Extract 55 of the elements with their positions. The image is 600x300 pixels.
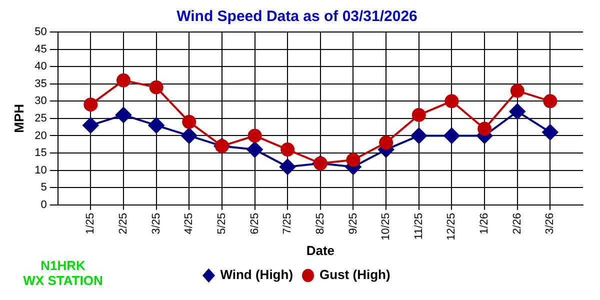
- point: [410, 128, 427, 144]
- point: [148, 117, 164, 134]
- y-tick-label: 30: [34, 95, 47, 108]
- point: [246, 142, 263, 158]
- point: [444, 128, 460, 144]
- y-tick-label: 0: [40, 198, 47, 211]
- x-tick-label: 2/26: [511, 212, 524, 234]
- y-tick-label: 45: [34, 43, 47, 56]
- x-tick-label: 12/25: [446, 212, 458, 240]
- x-tick-label: 3/25: [150, 212, 162, 234]
- text: N1HRK WX STATION: [22, 258, 104, 288]
- point: [542, 124, 558, 140]
- y-tick-label: 10: [34, 164, 47, 176]
- y-tick-label: 35: [34, 78, 47, 90]
- x-tick-label: 10/25: [380, 212, 392, 240]
- y-axis-title: MPH: [11, 104, 26, 133]
- x-axis-title: Date: [306, 242, 335, 258]
- y-tick-label: 50: [34, 26, 47, 38]
- y-tick-label: 40: [34, 60, 47, 73]
- x-tick-label: 5/25: [216, 212, 228, 234]
- point: [82, 117, 99, 134]
- point: [346, 152, 360, 167]
- legend-label: Gust (High): [320, 267, 390, 282]
- x-tick-label: 2/25: [118, 212, 130, 234]
- x-tick-label: 4/25: [183, 212, 196, 234]
- y-tick-label: 15: [34, 147, 47, 160]
- x-tick-label: 11/25: [412, 212, 425, 240]
- y-tick-label: 25: [34, 112, 47, 124]
- point: [444, 94, 459, 108]
- point: [412, 108, 426, 122]
- point: [116, 73, 130, 88]
- point: [280, 142, 295, 157]
- point: [182, 114, 196, 129]
- x-tick-label: 3/26: [544, 212, 556, 234]
- point: [248, 128, 262, 143]
- chart-title: Wind Speed Data as of 03/31/2026: [176, 8, 418, 26]
- y-tick-label: 5: [40, 182, 47, 194]
- point: [280, 158, 296, 175]
- point: [379, 136, 394, 150]
- y-tick-label: 20: [34, 130, 47, 142]
- x-tick-label: 6/25: [248, 212, 261, 234]
- point: [84, 98, 98, 112]
- x-tick-label: 1/25: [84, 212, 97, 234]
- x-tick-label: 1/26: [478, 212, 491, 234]
- x-tick-label: 8/25: [314, 212, 326, 234]
- legend-label: Wind (High): [220, 267, 294, 282]
- x-tick-label: 7/25: [282, 212, 294, 234]
- point: [509, 104, 526, 120]
- point: [510, 84, 524, 98]
- point: [181, 128, 198, 144]
- point: [149, 80, 164, 94]
- point: [543, 94, 558, 108]
- x-tick-label: 9/25: [347, 212, 360, 234]
- point: [478, 122, 492, 136]
- point: [115, 106, 132, 123]
